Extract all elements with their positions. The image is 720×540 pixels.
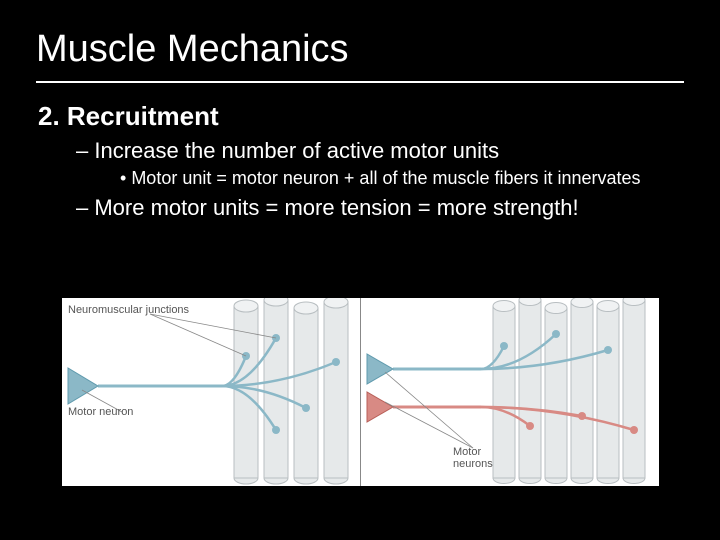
label-motor-neurons: Motor neurons — [453, 446, 493, 470]
title-rule — [36, 81, 684, 83]
slide-title: Muscle Mechanics — [36, 28, 684, 71]
diagram-right — [361, 298, 659, 486]
bullet-l3a: Motor unit = motor neuron + all of the m… — [120, 168, 684, 189]
bullet-l2b: More motor units = more tension = more s… — [76, 195, 684, 221]
figure-left-panel: Neuromuscular junctions Motor neuron — [62, 298, 360, 486]
diagram-left — [62, 298, 360, 486]
label-nmj: Neuromuscular junctions — [68, 304, 189, 316]
label-motor-neuron: Motor neuron — [68, 406, 133, 418]
figure: Neuromuscular junctions Motor neuron Mot… — [62, 298, 658, 486]
bullet-l1: 2. Recruitment — [38, 101, 684, 132]
figure-right-panel: Motor neurons — [360, 298, 659, 486]
bullet-l2a: Increase the number of active motor unit… — [76, 138, 684, 164]
